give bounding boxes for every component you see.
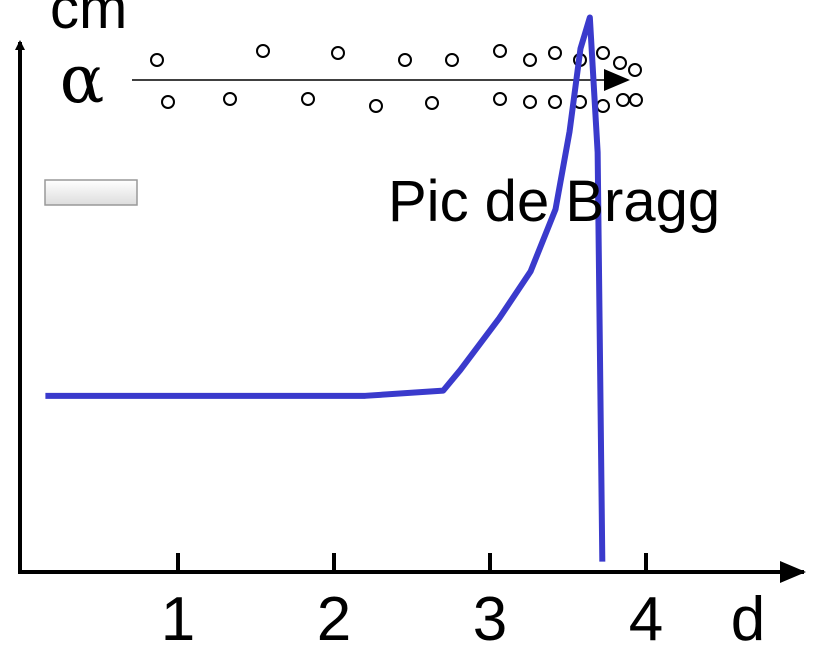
y-axis-label: cm	[50, 0, 127, 41]
annotation: Pic de Bragg	[388, 169, 720, 234]
x-axis-label: d	[731, 585, 765, 646]
data-line	[45, 14, 606, 562]
legend-swatch	[44, 179, 138, 206]
x-tick-label: 2	[317, 585, 351, 646]
x-tick-label: 3	[473, 585, 507, 646]
particles	[150, 44, 643, 113]
alpha-symbol: α	[60, 41, 105, 118]
x-tick-label: 4	[629, 585, 663, 646]
x-tick-label: 1	[161, 585, 195, 646]
